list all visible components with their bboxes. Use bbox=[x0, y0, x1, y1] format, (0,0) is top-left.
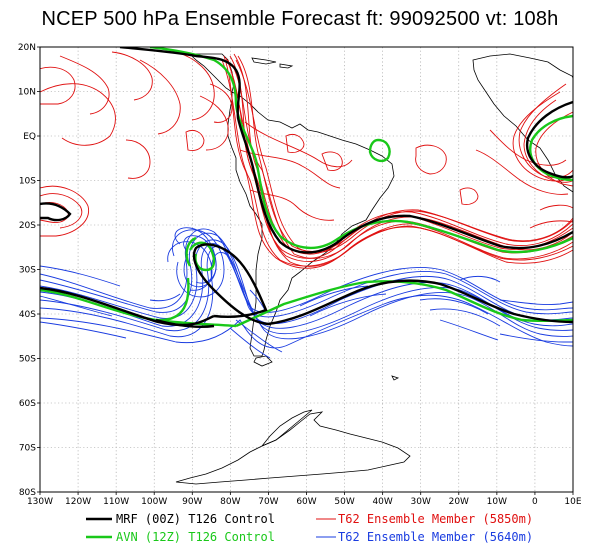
longitude-label: 0 bbox=[532, 497, 538, 507]
longitude-label: 40W bbox=[372, 497, 392, 507]
latitude-label: 60S bbox=[19, 399, 36, 409]
legend: MRF (00Z) T126 Control AVN (12Z) T126 Co… bbox=[86, 512, 533, 544]
latitude-label: 30S bbox=[19, 266, 36, 276]
longitude-label: 80W bbox=[220, 497, 240, 507]
longitude-label: 10E bbox=[564, 497, 581, 507]
longitude-label: 10W bbox=[487, 497, 507, 507]
latitude-label: 20N bbox=[18, 43, 36, 53]
longitude-label: 70W bbox=[258, 497, 278, 507]
south-georgia bbox=[391, 375, 400, 381]
longitude-label: 130W bbox=[27, 497, 53, 507]
longitude-label: 60W bbox=[296, 497, 316, 507]
longitude-label: 100W bbox=[141, 497, 167, 507]
legend-label-mrf: MRF (00Z) T126 Control bbox=[116, 512, 275, 526]
blue-ensemble-contours bbox=[40, 227, 573, 359]
longitude-label: 30W bbox=[411, 497, 431, 507]
longitude-label: 120W bbox=[65, 497, 91, 507]
longitude-label: 20W bbox=[449, 497, 469, 507]
grid-lines bbox=[40, 47, 573, 492]
latitude-label: 40S bbox=[19, 310, 36, 320]
legend-label-red: T62 Ensemble Member (5850m) bbox=[338, 512, 533, 526]
latitude-label: EQ bbox=[23, 132, 36, 142]
chart-title: NCEP 500 hPa Ensemble Forecast ft: 99092… bbox=[41, 8, 559, 30]
latitude-label: 10N bbox=[18, 88, 36, 98]
legend-label-avn: AVN (12Z) T126 Control bbox=[116, 530, 275, 544]
latitude-label: 50S bbox=[19, 355, 36, 365]
tierra-del-fuego bbox=[253, 355, 273, 367]
latitude-label: 20S bbox=[19, 221, 36, 231]
south-america-coast bbox=[227, 91, 395, 357]
longitude-label: 50W bbox=[334, 497, 354, 507]
latitude-label: 80S bbox=[19, 488, 36, 498]
legend-label-blue: T62 Ensemble Member (5640m) bbox=[338, 530, 533, 544]
longitude-labels: 130W 120W 110W 100W 90W 80W 70W 60W 50W 40W 30W 20W… bbox=[27, 492, 582, 507]
latitude-labels: 20N 10N EQ 10S 20S 30S 40S 50S 60S 70S 80S bbox=[18, 43, 40, 498]
latitude-label: 70S bbox=[19, 444, 36, 454]
caribbean-island-a bbox=[251, 57, 277, 65]
antarctic-peninsula bbox=[261, 409, 313, 447]
red-ensemble-contours bbox=[40, 51, 573, 269]
mrf-control-contours bbox=[40, 47, 573, 328]
caribbean-island-b bbox=[279, 63, 294, 69]
latitude-label: 10S bbox=[19, 177, 36, 187]
longitude-label: 110W bbox=[103, 497, 129, 507]
longitude-label: 90W bbox=[182, 497, 202, 507]
avn-control-contours bbox=[40, 47, 573, 328]
antarctica-coast bbox=[175, 411, 411, 485]
africa-coast bbox=[472, 53, 573, 193]
